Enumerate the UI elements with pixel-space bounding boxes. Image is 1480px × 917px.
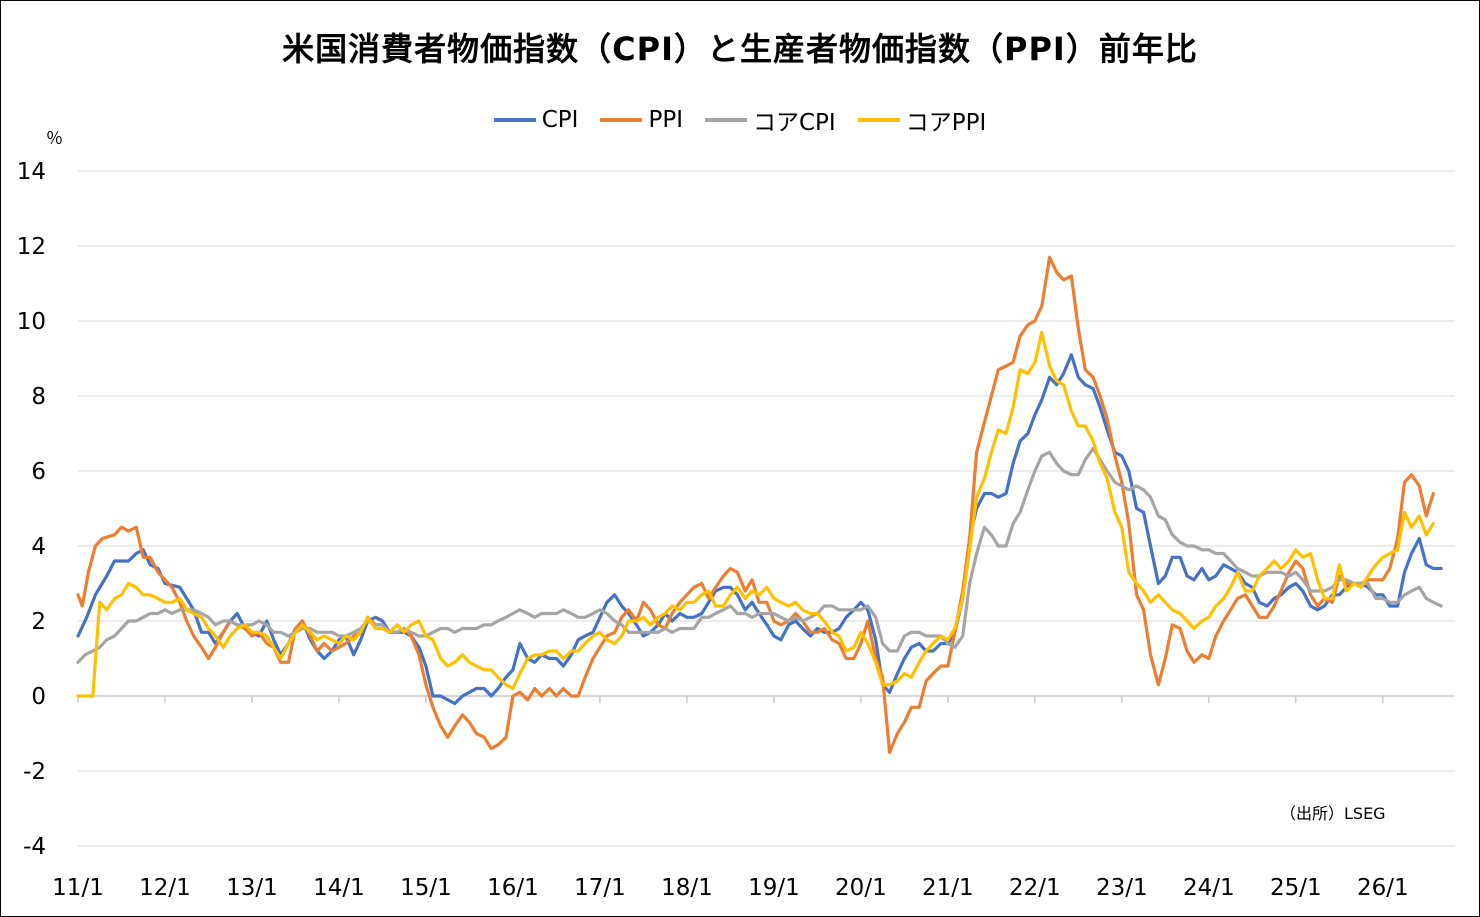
x-tick-label: 23/1 [1096,875,1148,901]
legend-swatch [600,118,643,122]
x-tick-label: 16/1 [487,875,539,901]
y-tick-label: 0 [31,684,46,710]
series-line-1 [76,255,1435,754]
legend-label: CPI [541,107,579,133]
x-tick-label: 12/1 [139,875,191,901]
x-tick-label: 11/1 [52,875,104,901]
y-tick-label: 8 [31,384,46,410]
series-line-0 [76,353,1443,706]
series-line-2 [76,446,1443,664]
x-tick-label: 22/1 [1009,875,1061,901]
x-tick-label: 26/1 [1357,875,1409,901]
y-axis-unit-label: ％ [46,129,63,149]
x-tick-label: 21/1 [922,875,974,901]
x-tick-label: 13/1 [226,875,278,901]
y-tick-label: 14 [17,159,46,185]
legend-label: コアCPI [753,110,836,136]
chart-title: 米国消費者物価指数（CPI）と生産者物価指数（PPI）前年比 [282,30,1198,68]
x-tick-label: 24/1 [1183,875,1235,901]
source-note: （出所）LSEG [1280,804,1386,823]
legend-swatch [705,118,747,122]
y-tick-label: 10 [17,309,46,335]
y-tick-label: -4 [23,834,46,860]
y-tick-label: 2 [31,609,46,635]
y-tick-label: 12 [17,234,46,260]
chart-legend: CPI PPI コアCPI コアPPI [0,103,1480,137]
x-tick-label: 14/1 [313,875,365,901]
y-tick-label: 6 [31,459,46,485]
legend-swatch [493,118,536,122]
x-tick-label: 20/1 [835,875,887,901]
x-tick-label: 17/1 [574,875,626,901]
x-tick-label: 19/1 [748,875,800,901]
legend-label: PPI [648,107,683,133]
legend-item: コアCPI [705,103,836,137]
legend-item: PPI [600,103,683,137]
legend-swatch [857,118,900,122]
x-tick-label: 25/1 [1270,875,1322,901]
y-tick-label: -2 [23,759,46,785]
x-tick-label: 18/1 [661,875,713,901]
y-tick-label: 4 [31,534,46,560]
legend-item: CPI [493,103,579,137]
legend-label: コアPPI [905,110,987,136]
x-tick-label: 15/1 [400,875,452,901]
series-line-3 [76,330,1435,698]
legend-item: コアPPI [857,103,987,137]
